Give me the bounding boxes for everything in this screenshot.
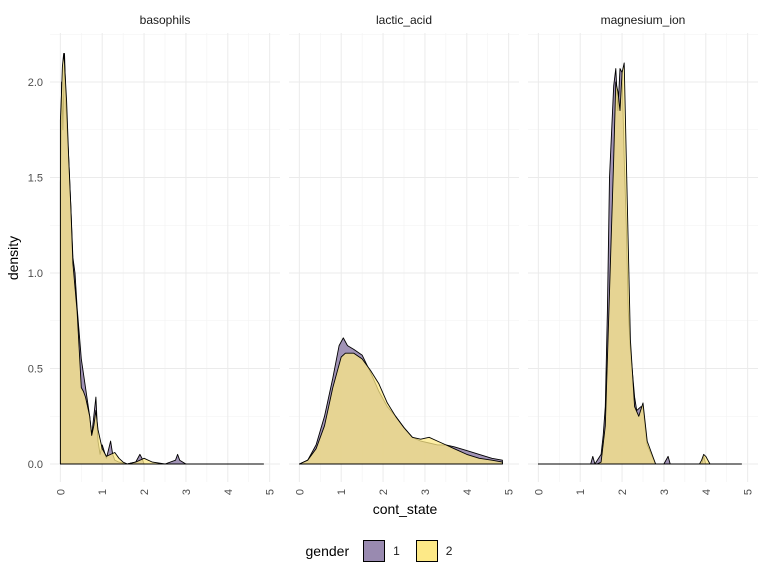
panel-title: basophils [140, 13, 191, 27]
y-tick-label: 1.0 [28, 268, 43, 280]
y-tick-label: 0.0 [28, 459, 43, 471]
legend-item-2: 2 [410, 540, 463, 562]
legend-key-2 [415, 540, 438, 562]
legend-label-1: 1 [393, 544, 400, 558]
x-tick-label: 1 [97, 489, 109, 495]
x-tick-label: 2 [139, 489, 151, 495]
x-tick-label: 3 [659, 489, 671, 495]
panel-basophils: basophils 0 1 2 3 4 5 [50, 13, 280, 495]
x-tick-label: 1 [575, 489, 587, 495]
density-area-gender-2 [59, 52, 264, 465]
x-tick-label: 3 [420, 489, 432, 495]
y-tick-label: 2.0 [28, 77, 43, 89]
x-tick-label: 2 [378, 489, 390, 495]
x-tick-label: 5 [265, 489, 277, 495]
legend-key-1 [363, 540, 386, 562]
x-axis-title: cont_state [373, 501, 438, 517]
x-tick-label: 5 [504, 489, 516, 495]
panel-title: lactic_acid [376, 13, 432, 27]
x-tick-label: 0 [533, 489, 545, 495]
x-tick-label: 4 [701, 489, 713, 495]
x-tick-label: 0 [294, 489, 306, 495]
x-tick-label: 4 [223, 489, 235, 495]
y-tick-label: 0.5 [28, 364, 43, 376]
legend-title: gender [305, 543, 350, 559]
x-tick-label: 2 [617, 489, 629, 495]
density-area-gender-2 [298, 352, 503, 465]
y-axis-title: density [5, 236, 21, 280]
legend: gender 1 2 [0, 537, 768, 565]
y-tick-label: 1.5 [28, 173, 43, 185]
legend-label-2: 2 [445, 544, 453, 558]
x-tick-label: 3 [181, 489, 193, 495]
density-area-gender-1 [59, 52, 264, 465]
panel-magnesium_ion: magnesium_ion 0 1 2 3 4 5 [528, 13, 758, 495]
x-tick-label: 0 [55, 489, 67, 495]
x-tick-label: 5 [743, 489, 755, 495]
legend-item-1: 1 [357, 540, 410, 562]
x-tick-label: 4 [462, 489, 474, 495]
x-tick-label: 1 [336, 489, 348, 495]
density-area-gender-1 [537, 68, 742, 465]
density-area-gender-2 [537, 62, 742, 465]
panel-lactic_acid: lactic_acid 0 1 2 3 4 5 [289, 13, 519, 495]
panel-title: magnesium_ion [601, 13, 686, 27]
